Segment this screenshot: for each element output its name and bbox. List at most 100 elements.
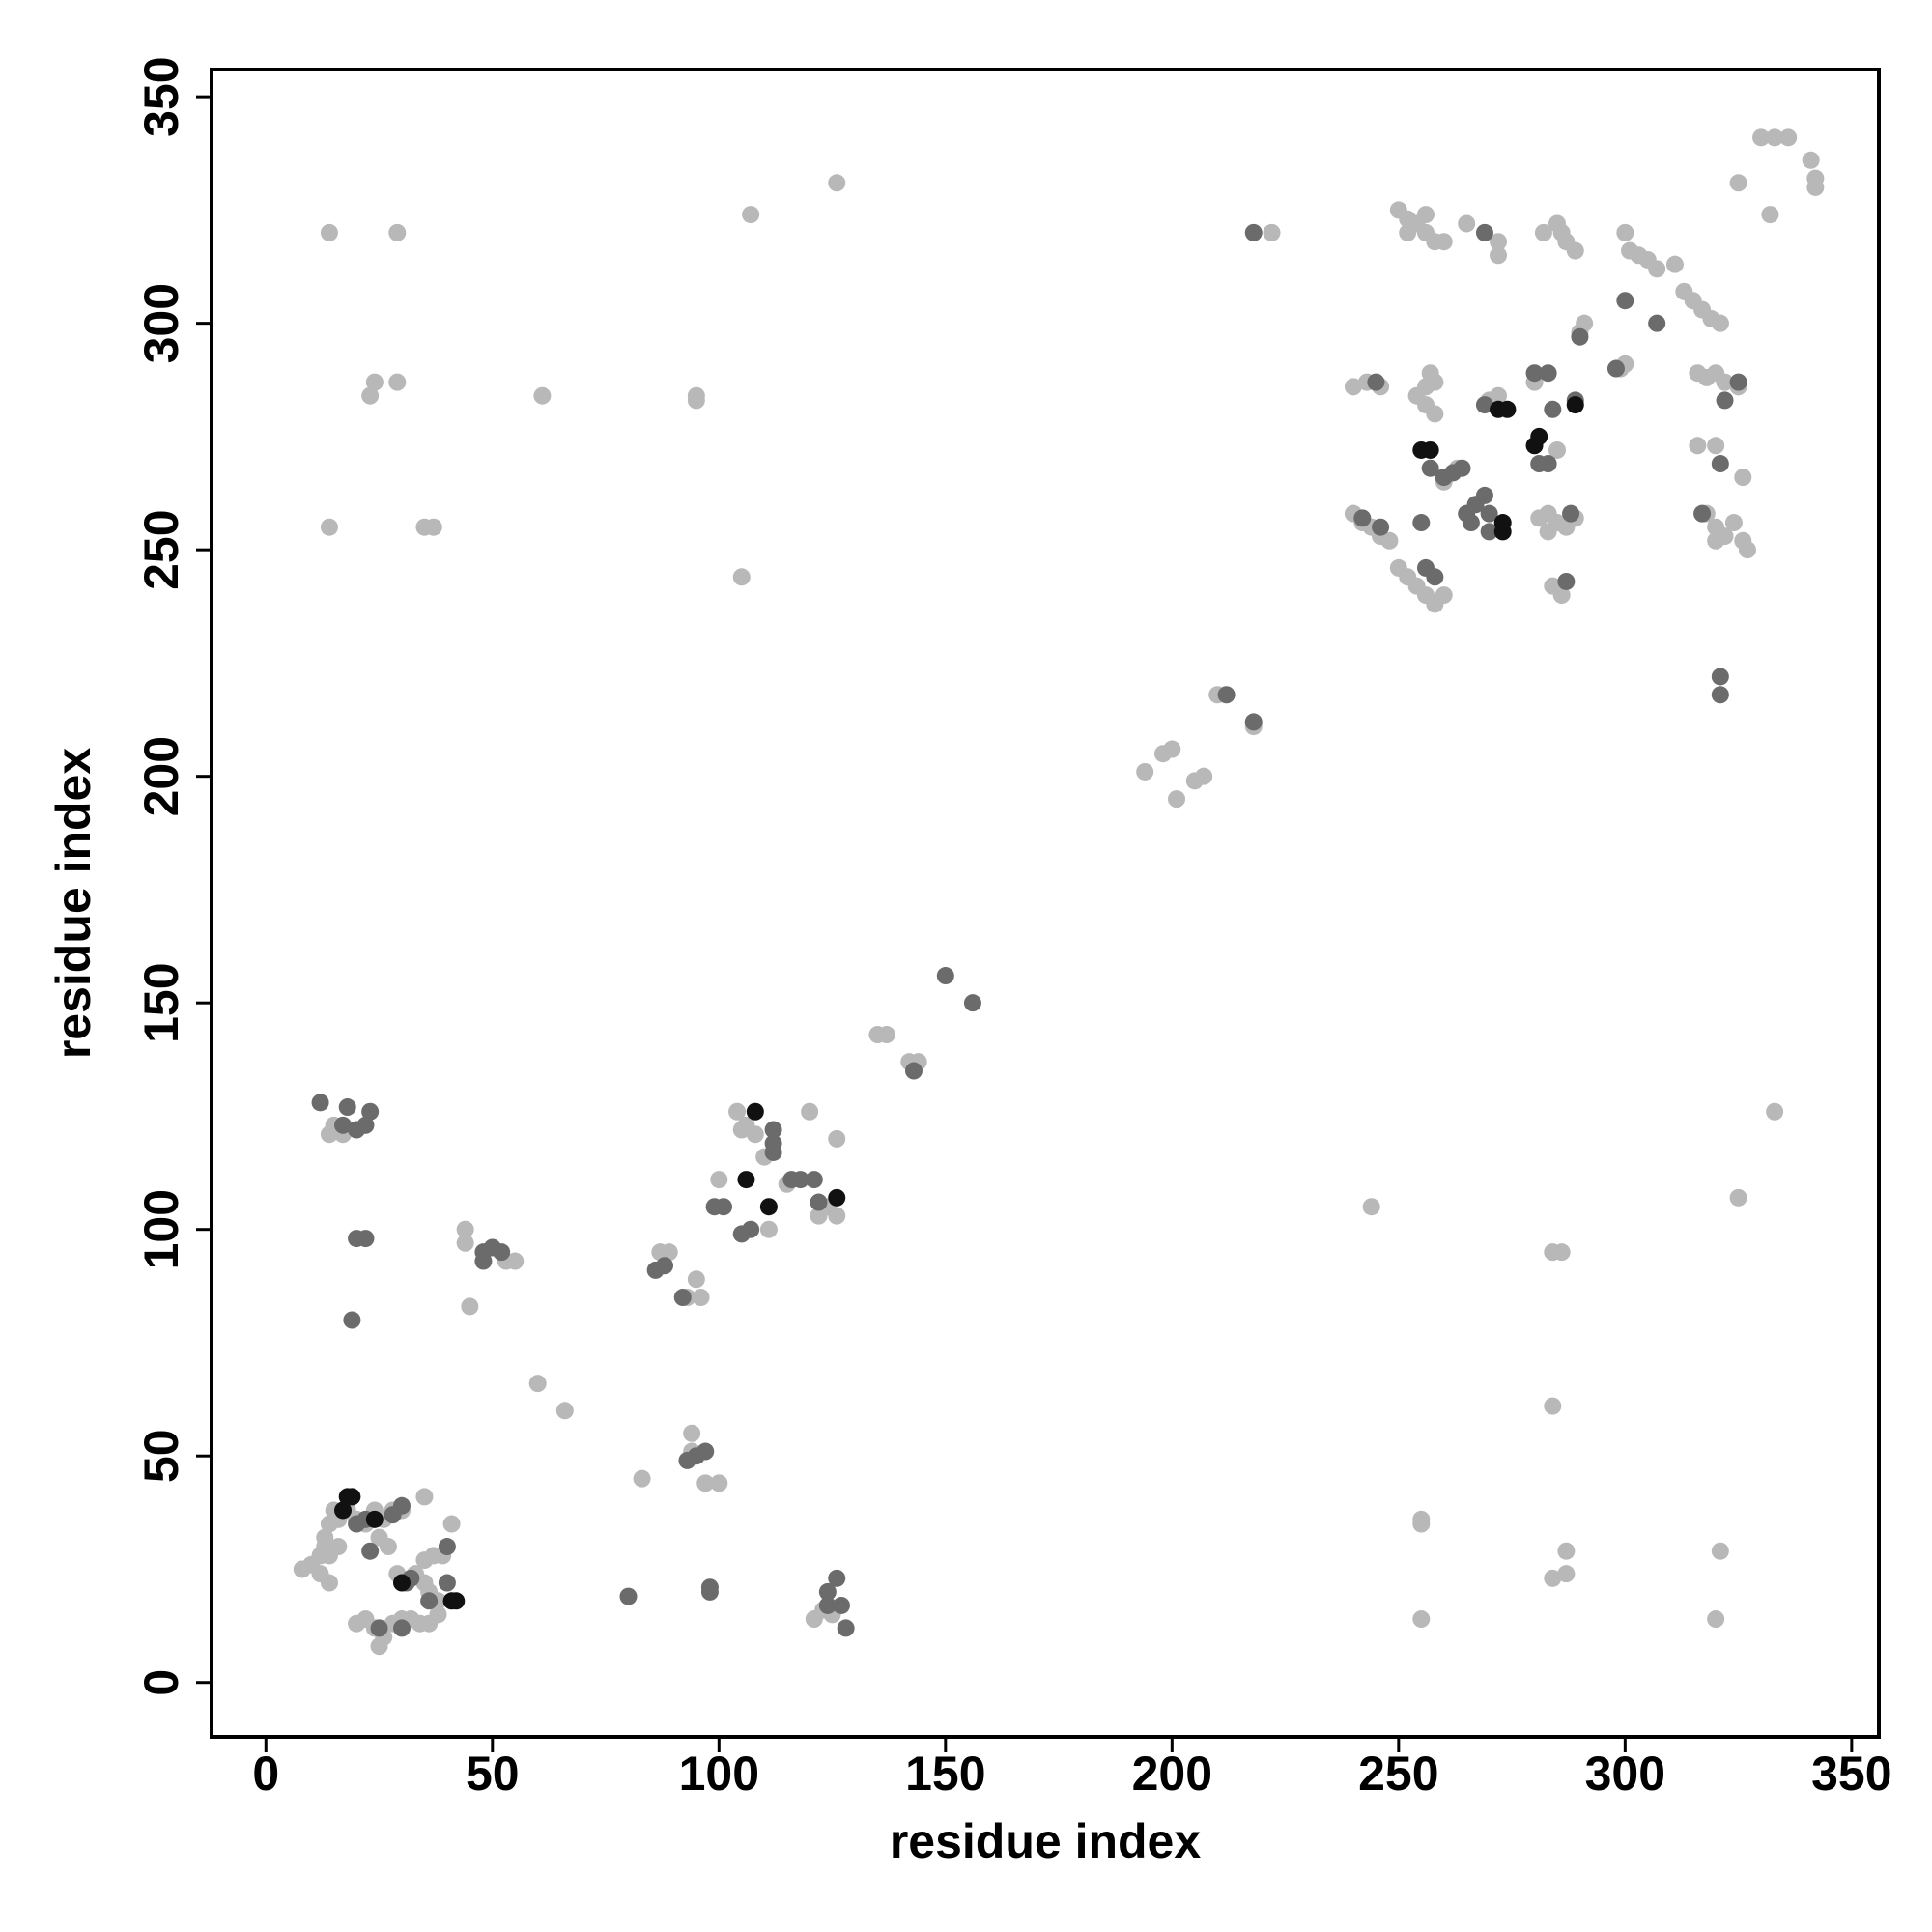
point: [828, 1188, 846, 1207]
point: [818, 1582, 837, 1601]
point: [732, 1121, 751, 1139]
point: [456, 1220, 474, 1238]
point: [1557, 1542, 1576, 1560]
point: [1490, 233, 1508, 251]
point: [429, 1605, 447, 1624]
point: [1557, 572, 1576, 590]
point: [1426, 373, 1444, 391]
point: [1766, 1102, 1784, 1121]
point: [356, 1230, 375, 1248]
x-tick-label: 150: [905, 1747, 985, 1801]
x-tick-label: 100: [679, 1747, 759, 1801]
point: [1707, 1610, 1725, 1629]
point: [442, 1515, 461, 1533]
point: [334, 1116, 353, 1134]
point: [474, 1252, 493, 1270]
point: [673, 1289, 692, 1307]
point: [633, 1469, 651, 1488]
point: [714, 1198, 732, 1216]
point: [696, 1442, 715, 1461]
point: [392, 1619, 411, 1637]
point: [343, 1488, 361, 1506]
point: [837, 1619, 855, 1637]
point: [329, 1538, 348, 1556]
point: [710, 1171, 728, 1189]
point: [832, 1596, 850, 1614]
point: [1426, 405, 1444, 423]
point: [1407, 386, 1426, 405]
y-tick-label: 100: [134, 1189, 188, 1269]
point: [742, 206, 760, 224]
point: [700, 1582, 719, 1601]
point: [1716, 373, 1734, 391]
point: [619, 1587, 638, 1605]
point: [1353, 509, 1372, 527]
y-axis-label: residue index: [46, 748, 100, 1060]
point: [447, 1592, 466, 1610]
point: [1729, 174, 1747, 192]
point: [384, 1506, 402, 1524]
point: [1412, 514, 1431, 532]
point: [1576, 314, 1594, 332]
point: [1475, 396, 1493, 414]
point: [415, 1488, 434, 1506]
y-tick-label: 300: [134, 283, 188, 363]
point: [438, 1574, 456, 1592]
point: [1412, 1610, 1431, 1629]
point: [1552, 1243, 1571, 1262]
point: [1490, 246, 1508, 265]
point: [759, 1220, 778, 1238]
point: [696, 1474, 715, 1492]
point: [1566, 242, 1584, 260]
point: [1136, 762, 1154, 781]
point: [1372, 518, 1390, 536]
point: [1752, 128, 1771, 147]
point: [692, 1289, 710, 1307]
point: [348, 1614, 366, 1633]
point: [737, 1171, 755, 1189]
point: [365, 373, 384, 391]
point: [388, 223, 407, 242]
point: [656, 1257, 674, 1275]
y-tick-label: 350: [134, 56, 188, 136]
point: [1616, 292, 1634, 310]
point: [1421, 440, 1439, 459]
point: [555, 1402, 574, 1420]
point: [801, 1102, 819, 1121]
point: [1480, 504, 1498, 523]
point: [1412, 1515, 1431, 1533]
point: [1435, 233, 1453, 251]
point: [1435, 586, 1453, 605]
point: [904, 1062, 923, 1080]
point: [370, 1619, 388, 1637]
point: [1761, 206, 1779, 224]
y-tick-label: 150: [134, 962, 188, 1042]
point: [1562, 504, 1580, 523]
y-tick-label: 200: [134, 736, 188, 816]
point: [1493, 523, 1512, 541]
point: [828, 1129, 846, 1148]
point: [1244, 223, 1263, 242]
plot-frame: [210, 68, 1881, 1739]
point: [334, 1501, 353, 1520]
point: [1217, 686, 1236, 704]
y-tick-label: 250: [134, 509, 188, 589]
x-tick-label: 350: [1811, 1747, 1891, 1801]
point: [1544, 400, 1562, 418]
point: [365, 1510, 384, 1528]
point: [420, 1592, 439, 1610]
y-tick-label: 50: [134, 1429, 188, 1483]
point: [1648, 314, 1666, 332]
point: [1729, 1188, 1747, 1207]
point: [1738, 541, 1756, 559]
point: [320, 223, 338, 242]
point: [1530, 427, 1548, 445]
x-tick-label: 50: [466, 1747, 520, 1801]
point: [1534, 223, 1552, 242]
point: [1802, 151, 1820, 169]
point: [1490, 386, 1508, 405]
point: [1616, 223, 1634, 242]
x-tick-label: 0: [252, 1747, 279, 1801]
point: [379, 1538, 397, 1556]
point: [1734, 469, 1752, 487]
